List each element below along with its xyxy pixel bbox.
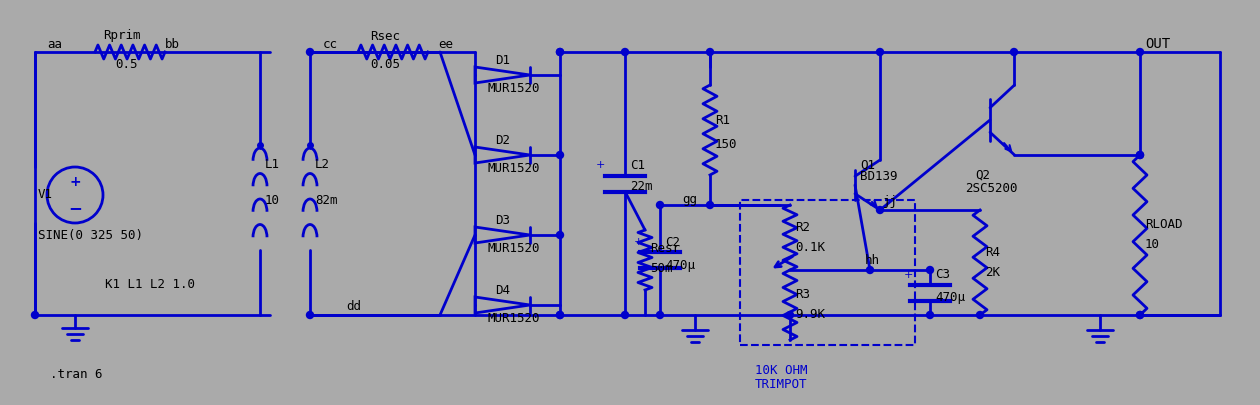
- Text: gg: gg: [682, 194, 697, 207]
- Circle shape: [707, 49, 713, 55]
- Circle shape: [1137, 151, 1144, 158]
- Text: D1: D1: [495, 55, 510, 68]
- Text: D2: D2: [495, 134, 510, 147]
- Text: 150: 150: [714, 139, 737, 151]
- Circle shape: [1137, 151, 1144, 158]
- Circle shape: [867, 266, 873, 273]
- Circle shape: [557, 232, 563, 239]
- Text: Resr: Resr: [650, 241, 680, 254]
- Text: dd: dd: [346, 301, 362, 313]
- Circle shape: [786, 311, 794, 318]
- Circle shape: [877, 49, 883, 55]
- Text: TRIMPOT: TRIMPOT: [755, 379, 808, 392]
- Text: .tran 6: .tran 6: [50, 369, 102, 382]
- Circle shape: [557, 49, 563, 55]
- Text: Q2: Q2: [975, 168, 990, 181]
- Text: 9.9K: 9.9K: [795, 309, 825, 322]
- Text: hh: hh: [866, 254, 879, 266]
- Text: jj: jj: [883, 196, 898, 209]
- Text: MUR1520: MUR1520: [488, 83, 541, 96]
- Text: RLOAD: RLOAD: [1145, 219, 1182, 232]
- Text: ee: ee: [438, 38, 454, 51]
- Text: +: +: [634, 237, 643, 247]
- Text: BD139: BD139: [861, 171, 897, 183]
- Text: 10: 10: [1145, 239, 1160, 252]
- Text: V1: V1: [38, 188, 53, 202]
- Circle shape: [1137, 311, 1144, 318]
- Text: L1: L1: [265, 158, 280, 171]
- Text: MUR1520: MUR1520: [488, 313, 541, 326]
- Circle shape: [1011, 49, 1018, 55]
- Text: R4: R4: [985, 246, 1000, 259]
- Circle shape: [656, 311, 664, 318]
- Circle shape: [1137, 49, 1144, 55]
- Text: R2: R2: [795, 221, 810, 234]
- Text: SINE(0 325 50): SINE(0 325 50): [38, 228, 142, 241]
- Circle shape: [707, 202, 713, 209]
- Text: 470μ: 470μ: [665, 258, 696, 271]
- Text: C1: C1: [630, 159, 645, 172]
- Text: L2: L2: [315, 158, 330, 171]
- Text: cc: cc: [323, 38, 338, 51]
- Bar: [740, 200, 915, 345]
- Text: +: +: [69, 175, 81, 189]
- Text: MUR1520: MUR1520: [488, 243, 541, 256]
- Text: OUT: OUT: [1145, 37, 1171, 51]
- Text: 0.1K: 0.1K: [795, 241, 825, 254]
- Text: 470μ: 470μ: [935, 291, 965, 304]
- Circle shape: [656, 202, 664, 209]
- Text: D3: D3: [495, 215, 510, 228]
- Circle shape: [976, 311, 984, 318]
- Circle shape: [306, 311, 314, 318]
- Circle shape: [557, 151, 563, 158]
- Text: K1 L1 L2 1.0: K1 L1 L2 1.0: [105, 279, 195, 292]
- Text: 50m: 50m: [650, 262, 673, 275]
- Circle shape: [306, 49, 314, 55]
- Text: C3: C3: [935, 268, 950, 281]
- Text: Q1: Q1: [861, 158, 874, 171]
- Text: Rprim: Rprim: [103, 30, 141, 43]
- Circle shape: [557, 311, 563, 318]
- Text: D4: D4: [495, 284, 510, 298]
- Text: MUR1520: MUR1520: [488, 162, 541, 175]
- Text: −: −: [68, 199, 82, 217]
- Text: 82m: 82m: [315, 194, 338, 207]
- Circle shape: [557, 311, 563, 318]
- Circle shape: [557, 49, 563, 55]
- Text: +: +: [903, 269, 912, 279]
- Circle shape: [926, 266, 934, 273]
- Circle shape: [621, 49, 629, 55]
- Text: 0.05: 0.05: [370, 58, 399, 72]
- Text: 22m: 22m: [630, 180, 653, 193]
- Text: 10K OHM: 10K OHM: [755, 364, 808, 377]
- Circle shape: [1137, 311, 1144, 318]
- Text: 10: 10: [265, 194, 280, 207]
- Text: +: +: [595, 160, 605, 171]
- Circle shape: [32, 311, 39, 318]
- Text: 0.5: 0.5: [116, 58, 139, 72]
- Text: C2: C2: [665, 235, 680, 249]
- Text: bb: bb: [165, 38, 179, 51]
- Text: R3: R3: [795, 288, 810, 301]
- Text: R1: R1: [714, 113, 730, 126]
- Text: 2SC5200: 2SC5200: [965, 181, 1018, 194]
- Circle shape: [877, 207, 883, 213]
- Text: Rsec: Rsec: [370, 30, 399, 43]
- Circle shape: [926, 311, 934, 318]
- Text: aa: aa: [48, 38, 63, 51]
- Text: 2K: 2K: [985, 266, 1000, 279]
- Circle shape: [621, 311, 629, 318]
